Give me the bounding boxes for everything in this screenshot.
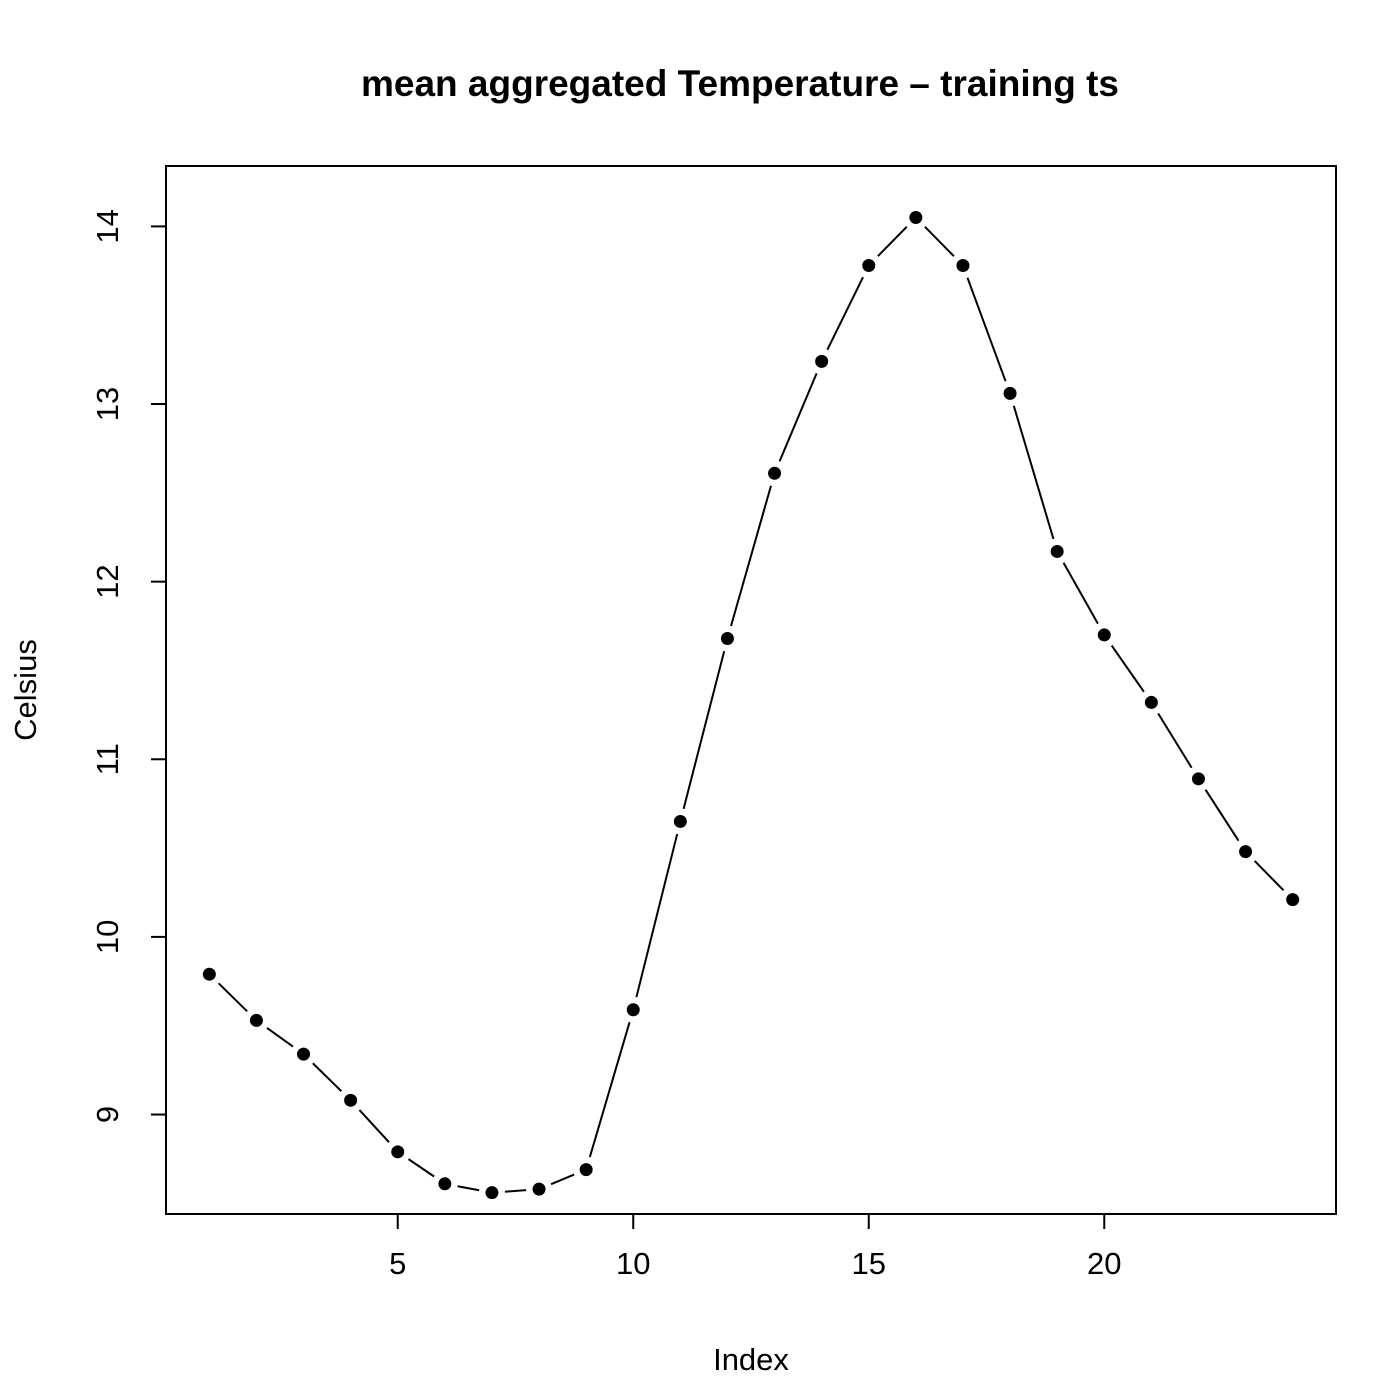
data-point [626,1003,640,1017]
x-tick-label: 15 [852,1246,886,1281]
data-point [485,1186,499,1200]
y-tick-label: 9 [90,1106,125,1123]
data-point [768,466,782,480]
y-tick-label: 12 [90,564,125,598]
y-tick-label: 14 [90,209,125,243]
line-segment [924,226,955,257]
y-axis: 9 10 11 12 13 14 [90,209,167,1123]
data-point [438,1177,452,1191]
chart-title: mean aggregated Temperature – training t… [361,63,1119,104]
line-segment [1204,789,1240,842]
line-segment [588,1021,631,1158]
line-segment [1157,712,1193,769]
line-segment [966,277,1007,382]
data-point [1050,544,1064,558]
y-tick-label: 11 [90,743,125,775]
line-segment [407,1158,435,1178]
data-series [202,211,1300,1200]
line-segment [877,226,908,257]
data-point [344,1093,358,1107]
line-segment [682,650,726,810]
x-tick-label: 5 [389,1246,406,1281]
data-point [673,814,687,828]
line-segment [826,276,864,351]
y-axis-label: Celsius [8,639,43,741]
x-tick-label: 10 [616,1246,650,1281]
line-segment [778,372,818,462]
data-point [815,354,829,368]
data-point [862,258,876,272]
data-point [1286,893,1300,907]
line-segment [266,1027,294,1048]
line-segment [504,1189,527,1193]
line-segment [457,1185,480,1192]
data-point [579,1163,593,1177]
x-axis-label: Index [713,1342,789,1377]
data-point [1239,845,1253,859]
data-point [1097,628,1111,642]
line-segment [312,1062,343,1092]
data-point [1144,695,1158,709]
line-segment [1253,860,1285,892]
data-point [1003,386,1017,400]
x-axis: 5 10 15 20 [389,1213,1122,1281]
line-segment [1062,562,1099,625]
line-segment [730,485,772,627]
line-segment [550,1173,575,1186]
line-segment [1012,405,1055,540]
line-segment [217,982,248,1012]
data-point [909,211,923,225]
y-tick-label: 13 [90,387,125,421]
data-point [202,967,216,981]
data-point [720,631,734,645]
data-point [1191,772,1205,786]
y-tick-label: 10 [90,920,125,954]
data-point [956,258,970,272]
plot-frame [165,165,1337,1215]
data-point [391,1145,405,1159]
line-segment [358,1109,390,1143]
data-point [532,1182,546,1196]
x-tick-label: 20 [1087,1246,1121,1281]
data-point [297,1047,311,1061]
line-segment [635,833,679,998]
data-point [249,1013,263,1027]
line-segment [1110,645,1145,693]
